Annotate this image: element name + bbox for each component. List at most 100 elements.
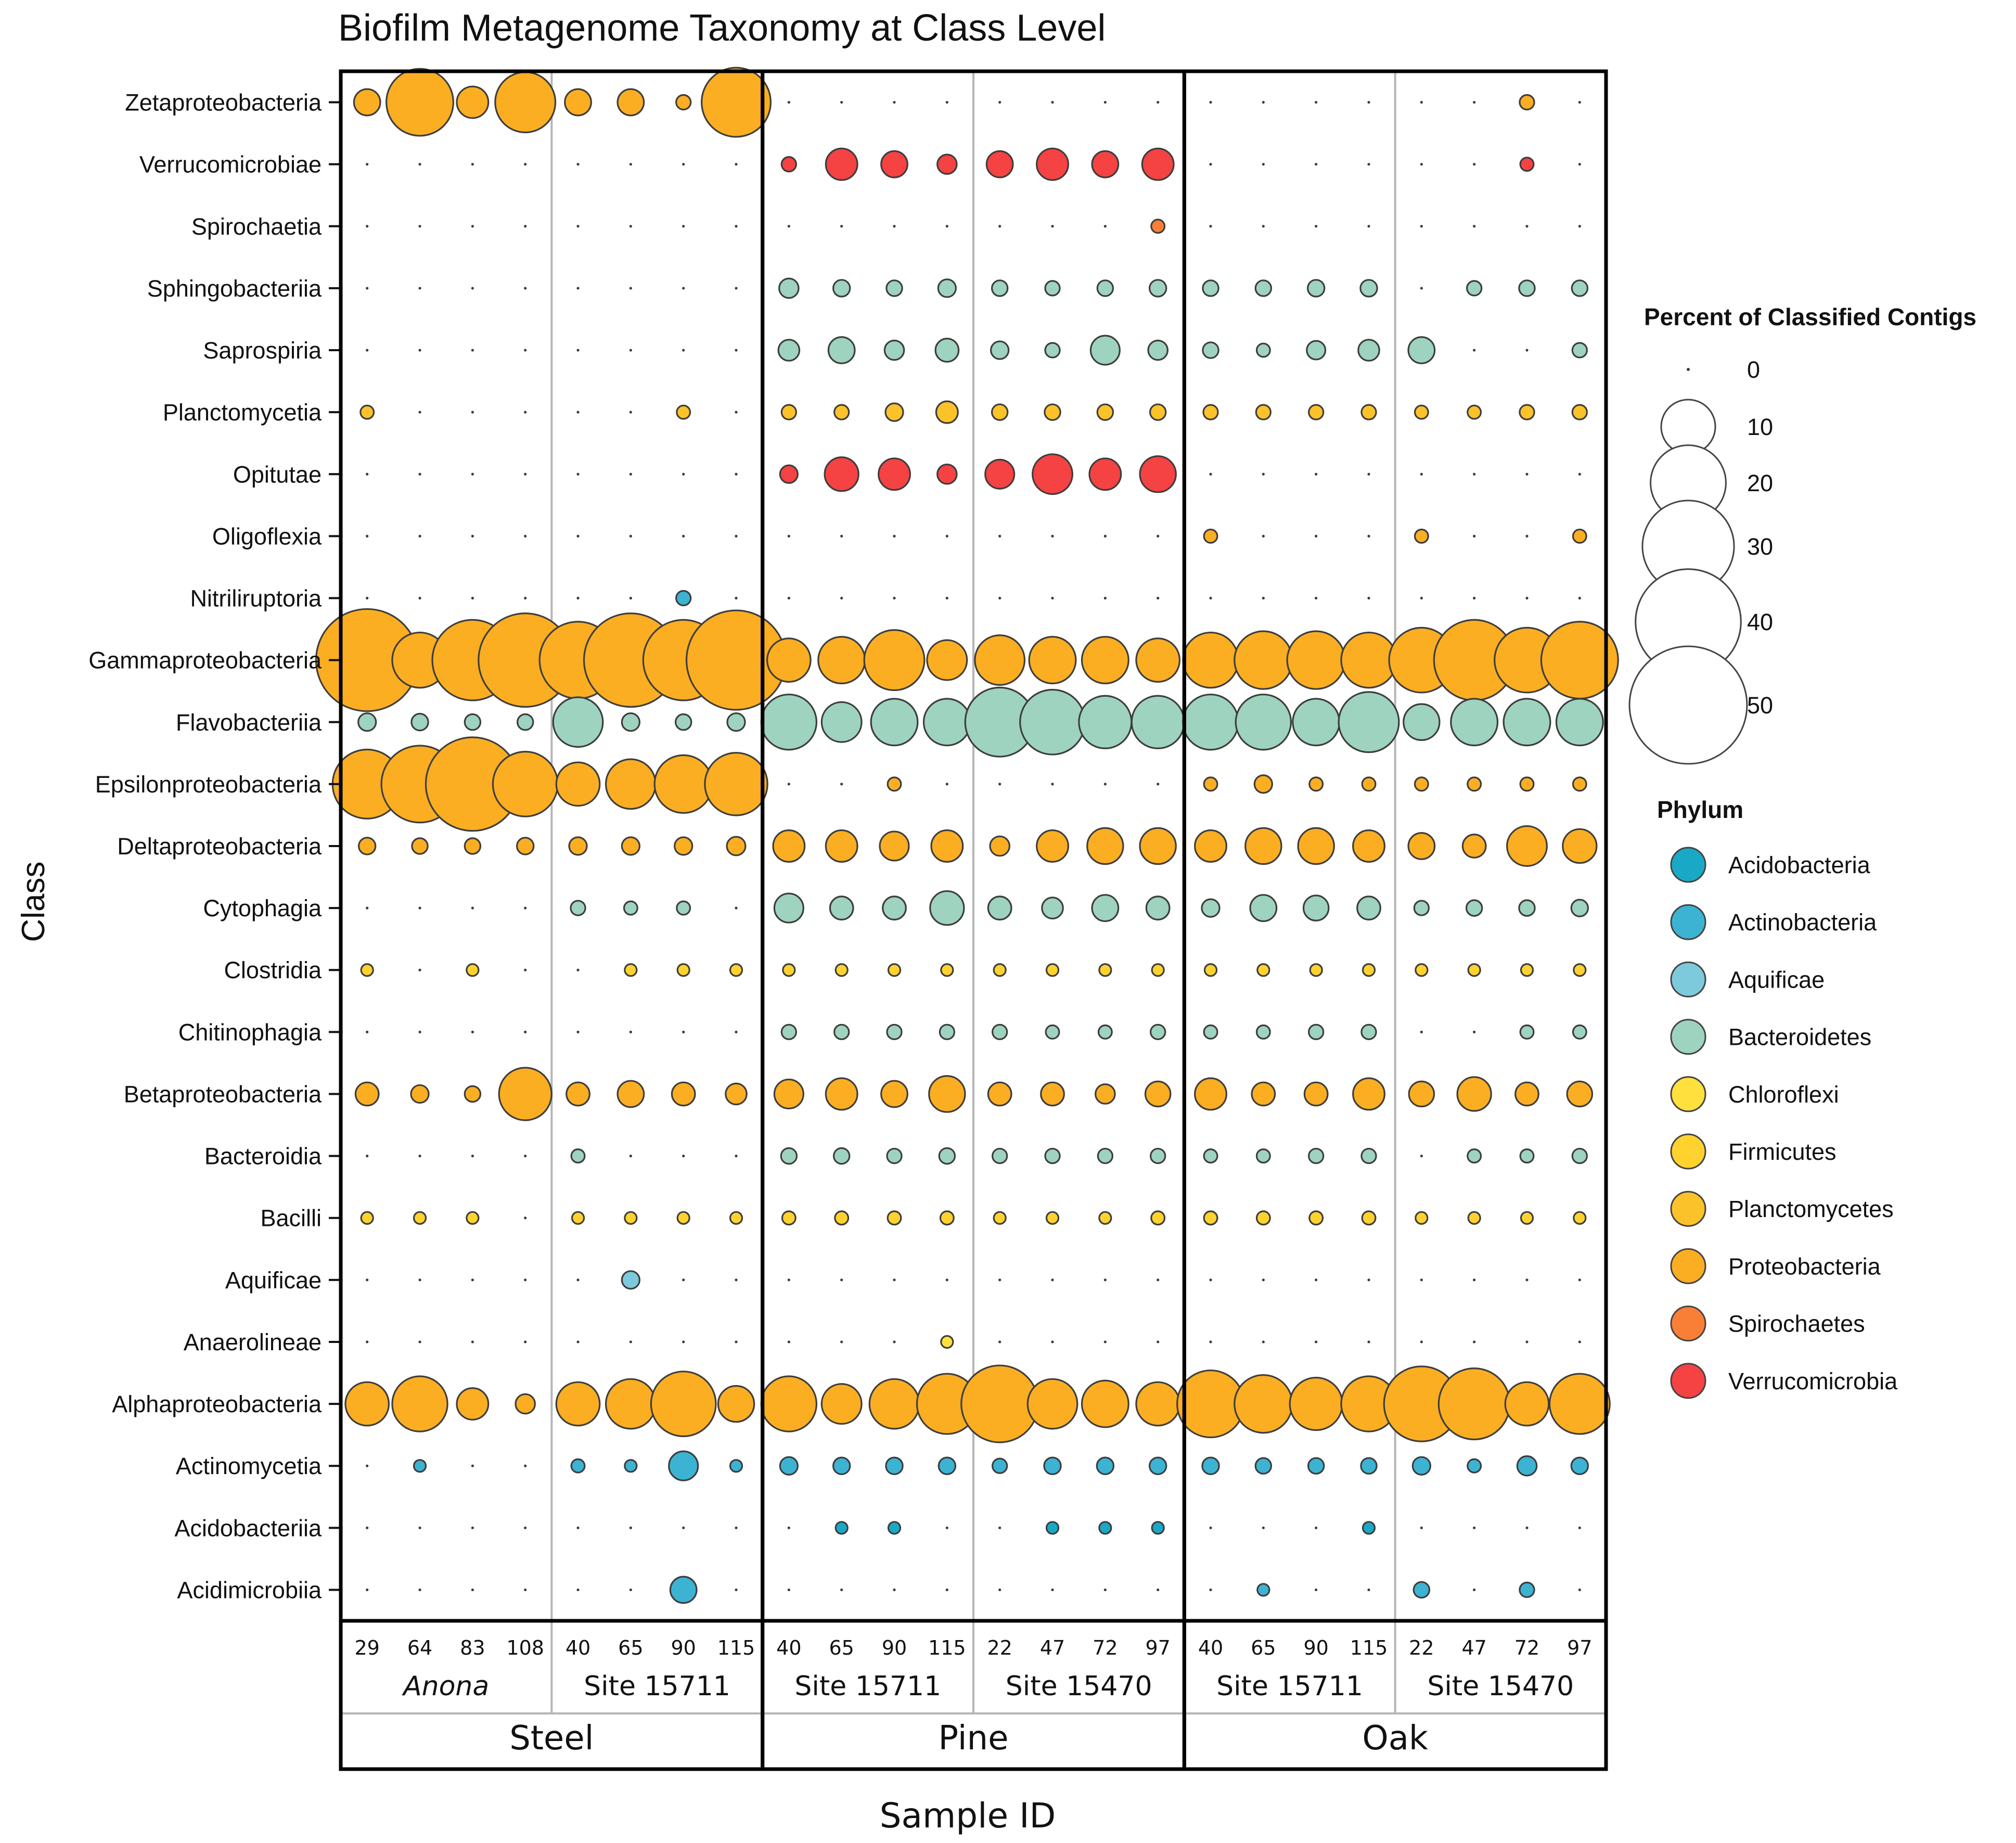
bubble — [827, 336, 856, 364]
bubble — [1098, 1521, 1112, 1535]
bubble — [1367, 534, 1370, 537]
bubble — [1367, 163, 1370, 166]
bubble — [735, 472, 738, 476]
bubble — [1044, 403, 1061, 421]
bubble — [1413, 900, 1430, 916]
bubble — [1078, 695, 1133, 749]
bubble — [471, 1030, 474, 1033]
bubble — [938, 1147, 956, 1165]
bubble — [1036, 829, 1069, 863]
bubble — [984, 458, 1016, 490]
bubble — [1255, 342, 1271, 358]
phylum-legend-swatch — [1670, 961, 1706, 997]
bubble — [1081, 1379, 1129, 1428]
bubble — [1403, 703, 1441, 741]
bubble — [787, 225, 790, 228]
bubble — [1150, 1023, 1166, 1041]
bubble — [1466, 280, 1483, 297]
bubble — [880, 150, 908, 178]
bubble — [992, 1147, 1008, 1164]
bubble — [990, 340, 1010, 360]
bubble — [1420, 1278, 1423, 1282]
y-tick-label: Sphingobacteriia — [147, 275, 322, 302]
bubble — [879, 830, 910, 862]
phylum-legend-label: Verrucomicrobia — [1728, 1368, 1898, 1394]
phylum-legend: Phylum Acidobacteria Actinobacteria Aquifi… — [1657, 796, 1898, 1399]
bubble — [735, 1340, 738, 1343]
bubble — [1413, 1581, 1431, 1599]
bubble — [524, 1340, 527, 1343]
phylum-legend-swatch — [1670, 1133, 1706, 1170]
bubble — [1360, 1023, 1377, 1041]
bubble — [820, 1383, 863, 1425]
bubble — [360, 963, 374, 977]
y-tick-label: Alphaproteobacteria — [112, 1391, 322, 1417]
bubble — [1362, 963, 1376, 977]
bubble — [1504, 1381, 1550, 1427]
bubble — [1525, 534, 1529, 537]
bubble — [366, 1155, 369, 1158]
bubble — [418, 163, 421, 166]
bubble — [418, 349, 421, 352]
bubble — [832, 279, 851, 298]
y-tick-label: Flavobacteriia — [176, 709, 322, 736]
bubble — [998, 225, 1001, 228]
bubble — [1051, 1340, 1054, 1343]
bubble — [817, 636, 866, 685]
bubble — [1255, 404, 1272, 420]
bubble — [1519, 776, 1535, 792]
bubble — [1145, 895, 1171, 920]
bubble — [1103, 1278, 1107, 1282]
bubble — [1367, 100, 1370, 104]
bubble — [1315, 225, 1318, 228]
bubble — [576, 472, 580, 476]
bubble — [1040, 1081, 1065, 1107]
bubble — [524, 1030, 527, 1033]
bubble — [456, 1387, 490, 1421]
bubble — [1420, 1155, 1423, 1158]
bubble — [735, 411, 738, 414]
bubble — [993, 1211, 1007, 1225]
bubble — [787, 596, 790, 600]
bubble — [359, 404, 375, 420]
bubble — [1091, 150, 1120, 178]
size-legend-label: 40 — [1747, 609, 1773, 635]
bubble — [937, 278, 957, 298]
bubble — [1182, 631, 1239, 689]
phylum-legend-swatch — [1670, 1306, 1706, 1342]
bubble — [682, 225, 685, 228]
bubble — [884, 402, 904, 422]
bubble — [1262, 1278, 1265, 1282]
bubble — [1573, 1211, 1587, 1225]
bubble — [1461, 834, 1487, 859]
bubble — [1473, 163, 1476, 166]
bubble — [1131, 695, 1185, 749]
bubble — [466, 1211, 480, 1225]
bubble — [418, 411, 421, 414]
bubble — [1473, 349, 1476, 352]
bubble — [1151, 963, 1165, 977]
bubble — [464, 837, 482, 855]
bubble — [998, 783, 1001, 786]
bubble — [524, 349, 527, 352]
bubble — [1135, 637, 1181, 683]
bubble — [418, 968, 421, 971]
bubble — [418, 596, 421, 600]
bubble — [653, 754, 713, 814]
bubble — [623, 900, 638, 916]
bubble — [1572, 776, 1587, 792]
sample-id-label: 97 — [1567, 1636, 1592, 1659]
bubble — [1103, 596, 1107, 600]
bubble — [576, 163, 580, 166]
bubble — [780, 404, 797, 420]
bubble — [1103, 783, 1107, 786]
bubble — [1578, 1278, 1581, 1282]
bubble — [1367, 1340, 1370, 1343]
bubble — [1566, 1080, 1594, 1108]
sample-id-label: 115 — [1350, 1636, 1388, 1659]
bubble — [1209, 100, 1212, 104]
bubble — [929, 890, 965, 926]
bubble — [524, 1278, 527, 1282]
bubble — [1356, 895, 1381, 920]
bubble — [1415, 963, 1429, 977]
